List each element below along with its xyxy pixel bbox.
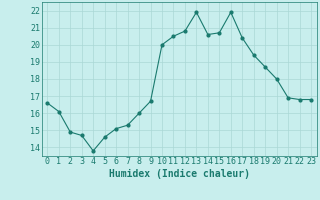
X-axis label: Humidex (Indice chaleur): Humidex (Indice chaleur) xyxy=(109,169,250,179)
